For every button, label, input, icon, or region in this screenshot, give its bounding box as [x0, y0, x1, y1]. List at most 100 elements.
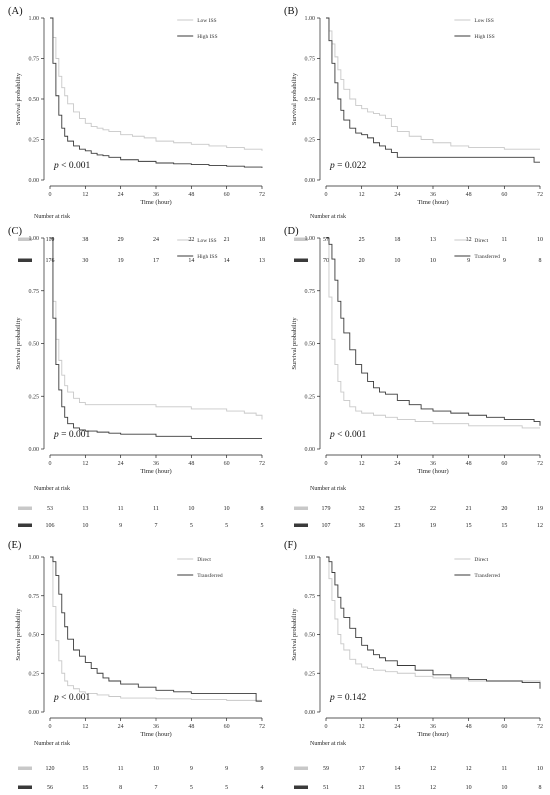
x-axis-title: Time (hour): [417, 731, 448, 738]
y-tick-label: 1.00: [29, 555, 40, 561]
legend-label: Transferred: [474, 253, 500, 260]
p-value: p < 0.001: [53, 693, 90, 703]
legend-label: Low ISS: [474, 18, 493, 24]
risk-table-title: Number at risk: [310, 486, 346, 492]
y-tick-label: 0.00: [29, 178, 40, 184]
chart-panel-e: (E)0.000.250.500.751.000 12 24 36 48 60 72Time…: [8, 540, 265, 791]
risk-row-swatch: [18, 785, 32, 789]
p-value-number: = 0.022: [335, 161, 367, 171]
risk-number: 29: [118, 237, 124, 243]
risk-number: 10: [224, 506, 230, 512]
risk-number: 25: [394, 506, 400, 512]
x-tick-label: 60: [501, 192, 507, 198]
p-value-symbol: p: [53, 430, 59, 440]
risk-row-swatch: [18, 237, 32, 241]
panel-label: (A): [8, 6, 23, 17]
risk-number: 120: [46, 766, 55, 772]
x-tick-label: 72: [537, 461, 543, 467]
x-tick-label: 48: [188, 724, 194, 730]
risk-number: 11: [501, 766, 507, 772]
x-tick-label: 48: [466, 724, 472, 730]
risk-number: 15: [466, 523, 472, 529]
panel-label: (B): [284, 6, 299, 17]
legend-label: Transferred: [197, 572, 223, 579]
series-line-transferred: [50, 556, 262, 702]
risk-number: 51: [323, 785, 329, 791]
y-tick-label: 1.00: [29, 16, 40, 22]
x-tick-label: 12: [82, 461, 88, 467]
x-tick-label: 72: [259, 461, 265, 467]
legend-label: Direct: [474, 238, 488, 244]
x-tick-label: 12: [359, 461, 365, 467]
risk-number: 9: [225, 766, 228, 772]
risk-row-swatch: [294, 785, 308, 789]
p-value: p < 0.001: [53, 161, 90, 171]
risk-number: 9: [261, 766, 264, 772]
risk-number: 24: [153, 237, 159, 243]
risk-row-swatch: [18, 523, 32, 527]
risk-number: 9: [503, 258, 506, 264]
risk-number: 13: [430, 237, 436, 243]
p-value-number: < 0.001: [59, 693, 91, 703]
y-tick-label: 0.00: [305, 447, 316, 453]
series-line-transferred: [326, 237, 541, 426]
risk-number: 8: [119, 785, 122, 791]
risk-number: 107: [322, 523, 331, 529]
risk-number: 10: [394, 258, 400, 264]
risk-row-swatch: [18, 258, 32, 262]
risk-number: 22: [430, 506, 436, 512]
y-tick-label: 1.00: [29, 236, 40, 242]
risk-number: 70: [323, 258, 329, 264]
risk-number: 12: [430, 785, 436, 791]
x-tick-label: 36: [430, 461, 436, 467]
risk-number: 10: [501, 785, 507, 791]
series-line-low-iss: [50, 17, 263, 151]
risk-number: 11: [501, 237, 507, 243]
risk-number: 20: [501, 506, 507, 512]
risk-row-swatch: [294, 766, 308, 770]
p-value-symbol: p: [329, 430, 335, 440]
x-tick-label: 24: [118, 461, 124, 467]
legend-label: Direct: [197, 557, 211, 563]
series-line-direct: [326, 237, 540, 429]
p-value-number: < 0.001: [335, 430, 367, 440]
x-axis-title: Time (hour): [140, 731, 171, 738]
risk-number: 14: [394, 766, 400, 772]
risk-number: 106: [46, 523, 55, 529]
p-value: p = 0.142: [329, 693, 366, 703]
risk-number: 15: [394, 785, 400, 791]
series-line-low-iss: [326, 17, 540, 150]
x-axis-title: Time (hour): [140, 468, 171, 475]
risk-number: 10: [153, 766, 159, 772]
y-tick-label: 0.25: [29, 394, 40, 400]
legend-label: High ISS: [197, 34, 217, 40]
risk-number: 21: [466, 506, 472, 512]
y-tick-label: 0.00: [29, 447, 40, 453]
p-value: p < 0.001: [329, 430, 366, 440]
risk-number: 25: [359, 237, 365, 243]
y-tick-label: 0.50: [305, 342, 316, 348]
x-tick-label: 48: [188, 461, 194, 467]
risk-number: 5: [190, 785, 193, 791]
risk-number: 18: [259, 237, 265, 243]
x-tick-label: 0: [49, 461, 52, 467]
risk-number: 12: [466, 766, 472, 772]
x-tick-label: 24: [394, 192, 400, 198]
risk-number: 7: [155, 785, 158, 791]
risk-number: 9: [190, 766, 193, 772]
series-line-low-iss: [50, 237, 263, 420]
legend-label: High ISS: [474, 34, 494, 40]
chart-panel-f: (F) 0.00 0.25 0.50 0.75 1.00 0 12 24 36 48 60 72 Time…: [284, 540, 543, 791]
x-tick-label: 60: [501, 461, 507, 467]
risk-number: 8: [539, 785, 542, 791]
x-tick-label: 0: [49, 724, 52, 730]
risk-number: 13: [259, 258, 265, 264]
legend-label: Direct: [474, 557, 488, 563]
y-axis-title: Survival probability: [15, 72, 22, 125]
risk-number: 12: [430, 766, 436, 772]
y-tick-label: 0.25: [29, 138, 40, 144]
risk-number: 19: [118, 258, 124, 264]
p-value-number: = 0.001: [59, 430, 91, 440]
risk-number: 5: [225, 785, 228, 791]
